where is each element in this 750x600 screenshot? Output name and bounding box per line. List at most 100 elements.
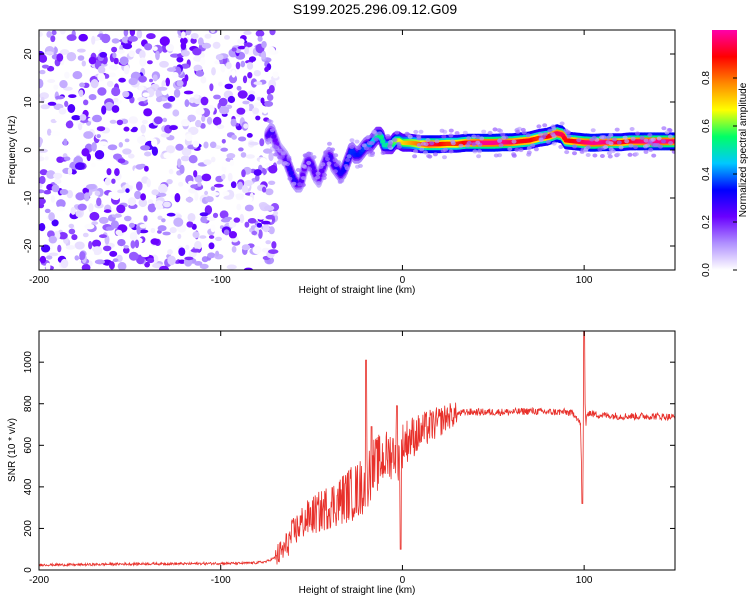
noise-speckle	[79, 82, 86, 88]
noise-speckle	[207, 252, 216, 259]
noise-speckle	[151, 146, 158, 156]
noise-speckle	[106, 168, 112, 176]
noise-speckle	[197, 37, 204, 46]
ridge-mark	[288, 170, 294, 176]
noise-speckle	[188, 155, 198, 164]
noise-speckle	[210, 30, 216, 33]
noise-speckle	[97, 87, 107, 96]
ridge-halo	[441, 134, 447, 139]
noise-speckle	[221, 173, 226, 180]
ridge-halo	[629, 127, 635, 131]
ridge-halo	[323, 153, 329, 158]
noise-speckle	[136, 135, 147, 145]
ridge-halo	[277, 159, 283, 164]
spectrum-y-tick-label: -10	[23, 190, 34, 205]
noise-speckle	[241, 244, 251, 251]
ridge-halo	[466, 136, 472, 141]
noise-speckle	[244, 46, 250, 55]
ridge-halo	[667, 134, 673, 139]
noise-speckle	[204, 190, 209, 196]
noise-speckle	[39, 255, 47, 264]
noise-speckle	[79, 114, 87, 121]
ridge-halo	[627, 152, 633, 157]
noise-speckle	[272, 71, 279, 79]
noise-speckle	[238, 147, 244, 152]
noise-speckle	[146, 178, 151, 188]
noise-speckle	[129, 232, 138, 241]
noise-speckle	[122, 148, 132, 155]
noise-speckle	[64, 71, 70, 79]
noise-speckle	[106, 80, 114, 88]
noise-speckle	[176, 80, 184, 87]
ridge-halo	[639, 135, 645, 140]
noise-speckle	[200, 57, 206, 66]
noise-speckle	[39, 197, 46, 205]
noise-speckle	[261, 220, 271, 225]
noise-speckle	[130, 240, 136, 249]
noise-speckle	[103, 245, 112, 252]
noise-speckle	[144, 151, 152, 157]
ridge-halo	[643, 138, 649, 143]
ridge-halo	[658, 144, 663, 149]
ridge-halo	[413, 129, 419, 134]
colorbar-tick-label: 0.6	[701, 119, 712, 133]
noise-speckle	[183, 90, 194, 95]
noise-speckle	[264, 100, 274, 107]
ridge-halo	[538, 137, 544, 142]
noise-speckle	[166, 212, 176, 217]
ridge-halo	[525, 133, 531, 138]
noise-speckle	[138, 86, 145, 91]
ridge-halo	[572, 144, 578, 149]
noise-speckle	[265, 188, 274, 196]
ridge-halo	[332, 169, 338, 174]
noise-speckle	[39, 156, 45, 162]
ridge-halo	[606, 135, 611, 140]
ridge-halo	[492, 127, 498, 132]
noise-speckle	[165, 145, 176, 154]
noise-speckle	[94, 150, 105, 160]
ridge-halo	[286, 157, 292, 162]
noise-speckle	[247, 196, 253, 202]
ridge-halo	[542, 123, 548, 128]
noise-speckle	[255, 115, 261, 121]
noise-speckle	[248, 90, 256, 95]
ridge-halo	[487, 130, 493, 135]
spectrum-y-tick-label: 10	[23, 96, 34, 108]
noise-speckle	[201, 173, 212, 182]
noise-speckle	[91, 246, 103, 256]
noise-speckle	[123, 126, 130, 132]
noise-speckle	[181, 63, 190, 69]
noise-speckle	[194, 240, 202, 251]
noise-speckle	[59, 49, 70, 55]
noise-speckle	[147, 60, 153, 65]
noise-speckle	[224, 83, 234, 90]
noise-speckle	[39, 137, 43, 147]
ridge-halo	[500, 132, 506, 137]
noise-speckle	[244, 221, 250, 228]
ridge-halo	[287, 176, 293, 181]
ridge-mark	[272, 138, 278, 143]
noise-speckle	[236, 107, 246, 115]
noise-speckle	[201, 115, 206, 122]
noise-speckle	[39, 183, 43, 189]
noise-speckle	[43, 190, 52, 195]
ridge-halo	[547, 128, 553, 133]
noise-speckle	[214, 60, 220, 65]
noise-speckle	[221, 262, 228, 268]
ridge-halo	[526, 150, 532, 155]
noise-speckle	[167, 249, 173, 255]
noise-speckle	[77, 123, 83, 131]
noise-speckle	[151, 189, 159, 196]
noise-speckle	[206, 216, 216, 221]
noise-speckle	[88, 241, 93, 250]
ridge-halo	[533, 147, 539, 152]
noise-speckle	[81, 60, 87, 67]
noise-speckle	[264, 66, 269, 72]
ridge-halo	[615, 152, 621, 157]
noise-speckle	[139, 224, 147, 229]
noise-speckle	[70, 206, 76, 215]
noise-speckle	[152, 74, 158, 82]
ridge-halo	[345, 157, 351, 162]
ridge-halo	[306, 151, 312, 156]
noise-speckle	[98, 216, 109, 224]
